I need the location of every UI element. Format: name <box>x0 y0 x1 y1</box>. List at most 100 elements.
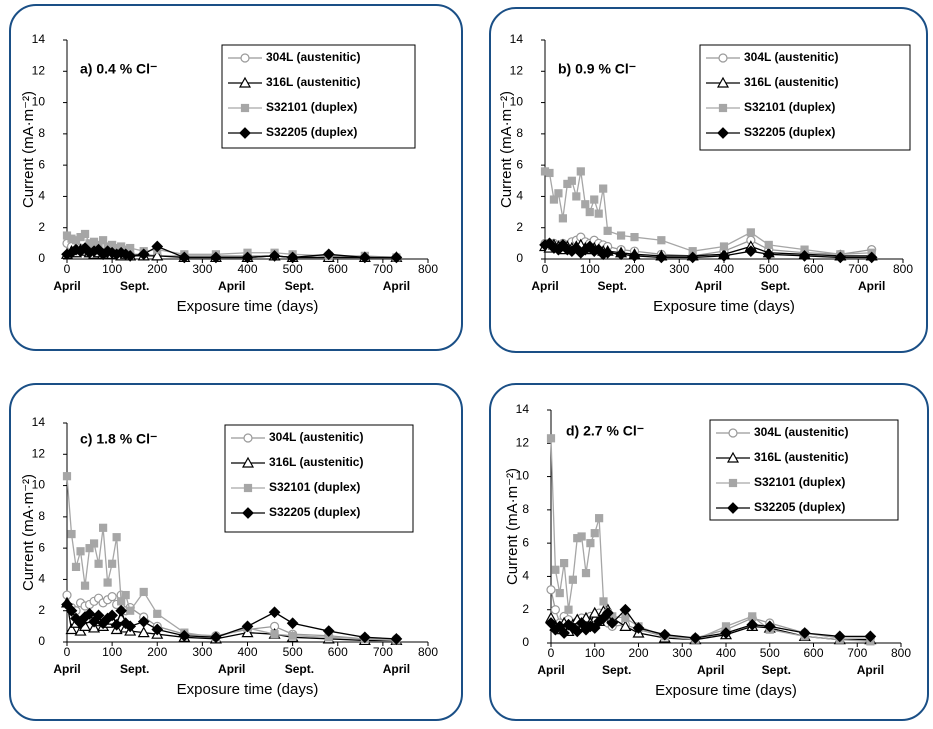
y-tick-label: 12 <box>32 446 46 460</box>
x-tick-label: 200 <box>147 262 167 276</box>
marker <box>658 628 671 641</box>
marker <box>602 607 614 619</box>
y-tick-label: 8 <box>522 502 529 516</box>
marker <box>585 207 594 217</box>
legend-label: 304L (austenitic) <box>269 430 363 444</box>
legend-label: S32205 (duplex) <box>754 500 845 514</box>
y-tick-label: 14 <box>32 415 46 429</box>
x-tick-label: 300 <box>672 646 692 660</box>
marker <box>241 620 254 633</box>
marker <box>108 559 117 568</box>
marker <box>268 606 281 619</box>
x-tick-label: 500 <box>283 262 303 276</box>
marker <box>242 507 254 519</box>
legend-label: S32101 (duplex) <box>754 475 845 489</box>
marker <box>210 251 222 264</box>
marker <box>745 245 757 258</box>
y-tick-label: 8 <box>38 509 45 523</box>
legend-label: S32205 (duplex) <box>269 505 360 519</box>
marker <box>210 631 222 644</box>
marker <box>763 620 776 633</box>
marker <box>546 434 556 443</box>
marker <box>137 626 150 638</box>
marker <box>655 251 668 264</box>
marker <box>865 251 878 264</box>
legend-box <box>224 424 414 533</box>
period-label: April <box>695 279 722 293</box>
marker <box>103 578 112 587</box>
marker <box>549 195 559 204</box>
legend-label: 304L (austenitic) <box>266 50 360 64</box>
annotation: b) 0.9 % Cl⁻ <box>558 61 636 77</box>
legend-label: S32101 (duplex) <box>269 480 360 494</box>
marker <box>595 514 604 523</box>
x-tick-label: 100 <box>585 646 605 660</box>
marker <box>270 630 279 639</box>
marker <box>322 625 335 637</box>
marker <box>240 103 250 113</box>
y-tick-label: 8 <box>516 126 523 140</box>
x-tick-label: 600 <box>328 262 348 276</box>
x-tick-label: 600 <box>803 262 823 276</box>
panel: 0 2 4 6 8 10 12 14 0 100 200 300 400 500 600 700 800 Apri… <box>489 383 929 721</box>
marker <box>601 246 614 259</box>
y-tick-label: 14 <box>510 32 524 46</box>
marker <box>798 627 811 639</box>
marker <box>322 248 335 261</box>
marker <box>94 559 103 568</box>
marker <box>764 240 773 250</box>
x-axis-title: Exposure time (days) <box>655 682 797 699</box>
x-tick-label: 500 <box>283 645 303 659</box>
y-tick-label: 10 <box>510 95 524 109</box>
marker <box>746 228 755 237</box>
y-axis-title: Current (mA·m⁻²) <box>20 474 37 591</box>
period-label: April <box>53 279 80 293</box>
legend-label: S32101 (duplex) <box>744 100 835 114</box>
period-label: April <box>537 663 564 677</box>
x-tick-label: 700 <box>373 645 393 659</box>
x-tick-label: 700 <box>848 262 868 276</box>
marker <box>76 547 85 556</box>
x-tick-label: 600 <box>803 646 823 660</box>
period-label: Sept. <box>120 279 149 293</box>
marker <box>555 588 564 598</box>
y-tick-label: 2 <box>38 220 45 234</box>
marker <box>628 250 641 262</box>
marker <box>564 605 573 614</box>
marker <box>594 209 603 218</box>
marker <box>728 478 738 488</box>
x-axis-title: Exposure time (days) <box>177 298 319 315</box>
marker <box>718 53 728 63</box>
period-label: April <box>218 279 245 293</box>
marker <box>689 632 702 644</box>
marker <box>151 240 164 253</box>
marker <box>545 617 557 629</box>
marker <box>390 251 403 264</box>
y-tick-label: 2 <box>516 220 523 234</box>
legend-label: 316L (austenitic) <box>269 455 363 469</box>
marker <box>720 627 732 639</box>
x-tick-label: 400 <box>716 646 736 660</box>
marker <box>238 76 252 88</box>
x-tick-label: 200 <box>624 262 644 276</box>
period-label: April <box>531 279 558 293</box>
marker <box>240 53 250 63</box>
marker <box>545 168 554 178</box>
marker <box>390 633 403 645</box>
x-tick-label: 400 <box>714 262 734 276</box>
y-tick-label: 14 <box>32 32 46 46</box>
marker <box>630 233 639 242</box>
marker <box>606 617 619 629</box>
marker <box>153 609 162 618</box>
x-tick-label: 500 <box>759 262 779 276</box>
y-tick-label: 4 <box>522 569 529 583</box>
x-tick-label: 300 <box>669 262 689 276</box>
y-tick-label: 12 <box>516 435 530 449</box>
x-tick-label: 100 <box>102 262 122 276</box>
marker <box>554 189 563 198</box>
legend-label: 304L (austenitic) <box>754 425 848 439</box>
y-tick-label: 4 <box>38 572 45 586</box>
marker <box>241 456 255 468</box>
legend-label: 316L (austenitic) <box>744 75 838 89</box>
marker <box>117 597 126 606</box>
